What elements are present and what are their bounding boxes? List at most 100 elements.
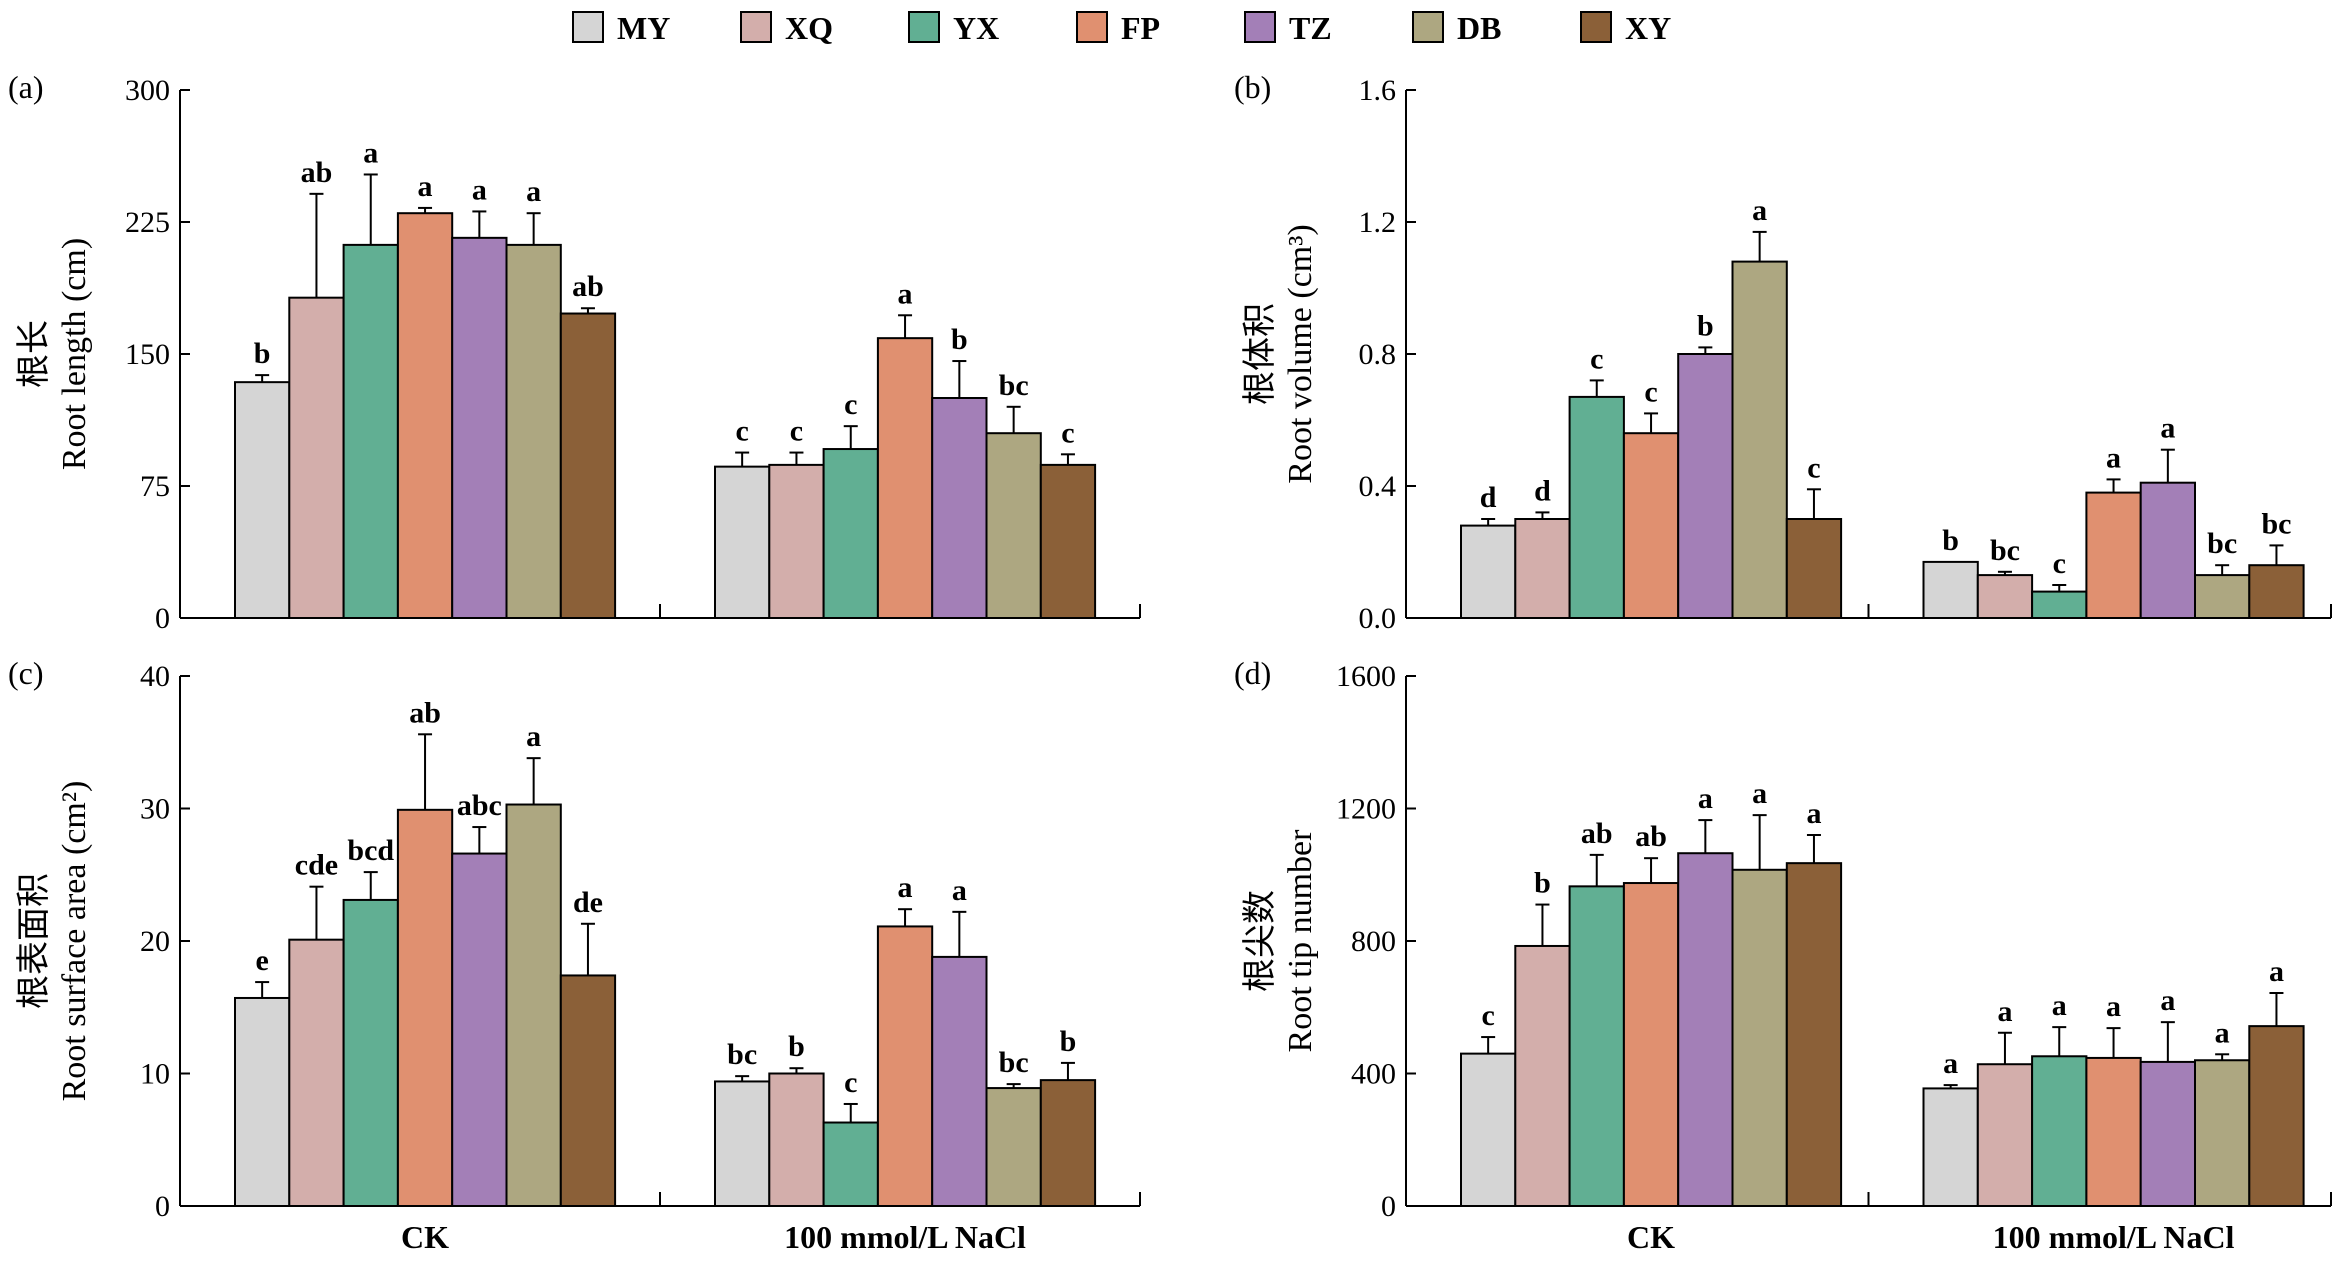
y-tick-label: 40: [140, 660, 170, 693]
y-axis-label-cn: 根体积: [1242, 303, 1279, 405]
bar-yx: [2031, 590, 2088, 619]
bar-yx: [822, 448, 879, 620]
bar-xq: [288, 938, 345, 1207]
bar-yx: [342, 243, 399, 619]
bar-yx: [1568, 885, 1625, 1207]
significance-letter: a: [2215, 1016, 2230, 1049]
bar-xy: [1785, 518, 1843, 619]
significance-letter: cde: [295, 849, 338, 882]
bar-tz: [2139, 1060, 2196, 1207]
bar-fp: [876, 337, 934, 619]
bar-my: [234, 381, 291, 619]
bar-my: [1922, 560, 1979, 620]
significance-letter: a: [2052, 989, 2067, 1022]
bar-tz: [1677, 852, 1734, 1207]
y-axis-label-cn: 根表面积: [15, 873, 53, 1009]
bar-tz: [931, 955, 988, 1208]
bar-my: [714, 1080, 771, 1207]
panel-b: 0.0 0.4 0.8 1.2 1.6 (b) 根体积 Root volume (cm³) d d…: [1234, 69, 2332, 635]
y-tick-label: 30: [140, 793, 170, 826]
panel-label: (c): [8, 655, 44, 691]
significance-letter: bcd: [347, 834, 394, 867]
significance-letter: d: [1534, 474, 1551, 507]
y-axis-label-cn: 根长: [16, 320, 53, 388]
significance-letter: a: [2106, 441, 2121, 474]
significance-letter: d: [1480, 481, 1497, 514]
bar-my: [1922, 1087, 1979, 1207]
y-tick-label: 1600: [1336, 660, 1396, 693]
significance-letter: bc: [1990, 534, 2020, 567]
y-tick-label: 1.2: [1359, 206, 1397, 239]
y-tick-label: 0.4: [1359, 470, 1397, 503]
significance-letter: a: [2106, 990, 2121, 1023]
y-tick-label: 225: [125, 206, 170, 239]
bar-tz: [451, 236, 508, 619]
bar-tz: [931, 397, 988, 619]
bar-my: [1460, 524, 1517, 619]
legend: MY XQ YX FP TZ DB XY: [572, 10, 1671, 46]
bar-my: [714, 465, 771, 620]
y-tick-label: 0.0: [1359, 602, 1397, 635]
y-tick-label: 0.8: [1359, 338, 1397, 371]
significance-letter: abc: [457, 789, 502, 822]
significance-letter: b: [1060, 1025, 1077, 1058]
y-tick-label: 1200: [1336, 793, 1396, 826]
panel-label: (d): [1234, 655, 1271, 691]
x-category-label: CK: [401, 1219, 449, 1255]
bar-fp: [2085, 1056, 2142, 1208]
significance-letter: b: [254, 337, 271, 370]
legend-swatch-fp: [1076, 11, 1108, 43]
bar-fp: [1622, 882, 1680, 1207]
significance-letter: a: [1806, 797, 1821, 830]
significance-letter: ab: [572, 270, 604, 303]
significance-letter: b: [1534, 867, 1551, 900]
significance-letter: a: [526, 175, 541, 208]
bar-xy: [1039, 463, 1097, 619]
significance-letter: b: [951, 323, 968, 356]
bar-yx: [342, 898, 399, 1207]
panel-c: 0 10 20 30 40 (c) 根表面积 Root surface area (cm²) e…: [8, 655, 1141, 1255]
bar-xq: [768, 1072, 825, 1207]
significance-letter: b: [1697, 309, 1714, 342]
significance-letter: ab: [1635, 820, 1667, 853]
bar-db: [505, 243, 562, 619]
significance-letter: c: [1061, 416, 1074, 449]
x-category-label: CK: [1627, 1219, 1675, 1255]
significance-letter: a: [2269, 955, 2284, 988]
significance-letter: bc: [727, 1038, 757, 1071]
significance-letter: a: [1752, 194, 1767, 227]
bar-db: [2194, 1059, 2251, 1207]
bar-fp: [1622, 432, 1680, 620]
significance-letter: e: [255, 944, 268, 977]
significance-letter: bc: [999, 1046, 1029, 1079]
significance-letter: b: [1942, 524, 1959, 557]
bar-xq: [288, 296, 345, 619]
bar-fp: [2085, 491, 2142, 620]
significance-letter: ab: [301, 156, 333, 189]
significance-letter: a: [952, 874, 967, 907]
bar-yx: [1568, 395, 1625, 619]
significance-letter: a: [2160, 984, 2175, 1017]
significance-letter: a: [2160, 412, 2175, 445]
y-tick-label: 0: [155, 1190, 170, 1223]
y-tick-label: 75: [140, 470, 170, 503]
bar-db: [1731, 868, 1788, 1207]
bar-yx: [2031, 1055, 2088, 1208]
bar-xq: [1514, 518, 1571, 619]
legend-swatch-yx: [908, 11, 940, 43]
legend-label-tz: TZ: [1289, 10, 1332, 46]
bar-tz: [451, 852, 508, 1207]
significance-letter: a: [898, 277, 913, 310]
significance-letter: c: [1481, 999, 1494, 1032]
bar-db: [505, 803, 562, 1208]
y-tick-label: 300: [125, 74, 170, 107]
significance-letter: ab: [1581, 817, 1613, 850]
bar-fp: [396, 808, 454, 1207]
y-tick-label: 0: [155, 602, 170, 635]
bar-my: [234, 996, 291, 1207]
significance-letter: a: [1752, 777, 1767, 810]
significance-letter: c: [2053, 547, 2066, 580]
legend-label-xq: XQ: [785, 10, 833, 46]
